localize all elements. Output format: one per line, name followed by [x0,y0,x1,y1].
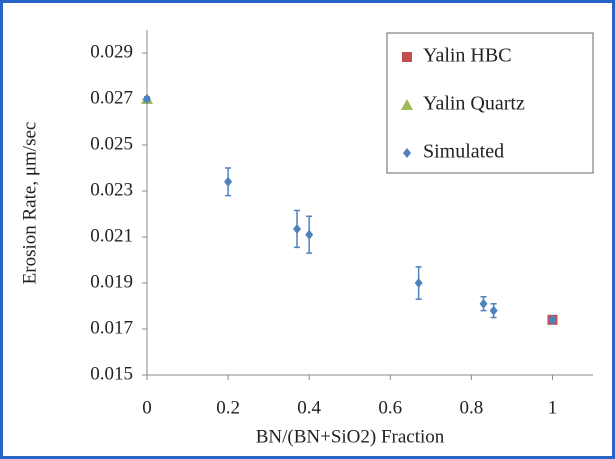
marker [293,223,302,234]
legend-box [386,32,594,174]
y-axis-title: Erosion Rate, μm/sec [19,122,40,285]
x-tick-label: 1 [548,397,558,418]
marker [143,94,151,104]
legend-marker [403,148,411,158]
y-tick-label: 0.029 [90,41,133,62]
x-tick-label: 0 [142,397,152,418]
marker [489,305,498,316]
y-tick-label: 0.017 [90,317,133,338]
legend-label: Simulated [423,141,504,163]
legend-label: Yalin HBC [423,45,512,67]
x-tick-label: 0.4 [297,397,321,418]
y-tick-label: 0.021 [90,225,133,246]
y-tick-label: 0.015 [90,363,133,384]
x-axis-title: BN/(BN+SiO2) Fraction [256,426,445,447]
x-tick-label: 0.6 [378,397,402,418]
legend-marker [402,52,412,62]
legend-marker [401,99,413,110]
marker [224,176,233,187]
chart: BN/(BN+SiO2) Fraction Erosion Rate, μm/s… [19,30,594,447]
marker [414,278,423,288]
marker [479,298,488,309]
y-tick-label: 0.019 [90,271,133,292]
y-tick-label: 0.027 [90,87,133,108]
x-tick-label: 0.2 [216,397,240,418]
y-tick-label: 0.025 [90,133,133,154]
y-tick-label: 0.023 [90,179,133,200]
marker [548,314,557,325]
x-tick-label: 0.8 [459,397,483,418]
legend-label: Yalin Quartz [423,93,525,115]
marker [305,229,314,240]
